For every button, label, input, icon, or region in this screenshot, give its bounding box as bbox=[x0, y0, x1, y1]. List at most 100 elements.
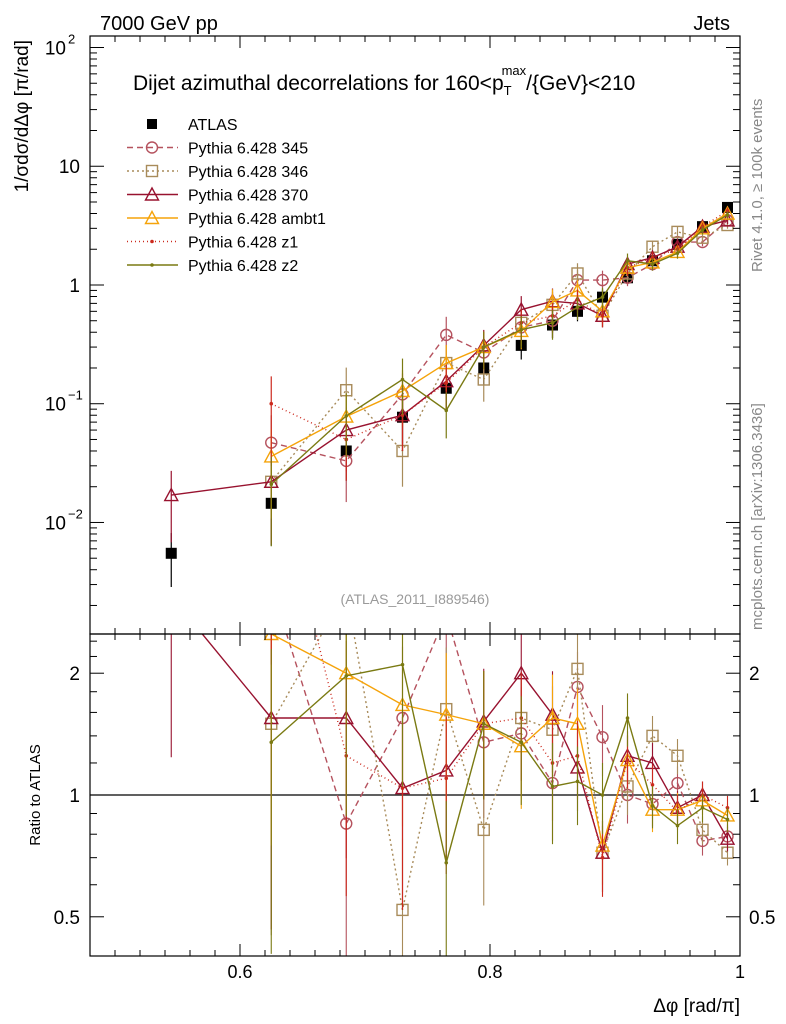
ratio-y-tick-label: 0.5 bbox=[54, 908, 80, 929]
legend: ATLAS Pythia 6.428 345 Pythia 6.428 346 Pyt… bbox=[127, 117, 326, 275]
legend-item: ATLAS bbox=[147, 117, 238, 134]
y-tick-label: 10 bbox=[45, 513, 66, 534]
legend-label: Pythia 6.428 ambt1 bbox=[188, 211, 326, 228]
ratio-y-tick-label-right: 1 bbox=[749, 786, 760, 807]
legend-item: Pythia 6.428 z2 bbox=[127, 258, 298, 275]
ratio-point bbox=[671, 749, 684, 762]
ratio-point bbox=[444, 776, 449, 781]
data-point bbox=[671, 225, 684, 239]
ratio-series-pythia-6-428-ambt1 bbox=[263, 634, 736, 885]
series-pythia-6-428-346 bbox=[265, 218, 734, 544]
series-line bbox=[270, 212, 728, 458]
ratio-point bbox=[625, 758, 630, 762]
x-tick-label: 0.8 bbox=[477, 962, 502, 982]
watermark-label: (ATLAS_2011_I889546) bbox=[341, 591, 490, 607]
ratio-point bbox=[550, 784, 555, 789]
legend-marker bbox=[145, 164, 159, 178]
legend-label: Pythia 6.428 z1 bbox=[188, 235, 298, 252]
legend-item: Pythia 6.428 ambt1 bbox=[127, 210, 326, 228]
ratio-series-pythia-6-428-370 bbox=[165, 590, 736, 930]
ratio-point bbox=[344, 674, 349, 678]
data-point bbox=[675, 251, 680, 256]
series-pythia-6-428-ambt1 bbox=[263, 205, 736, 519]
ratio-line bbox=[315, 634, 728, 858]
y-tick-label: 1 bbox=[69, 276, 80, 297]
ratio-y-tick-label-right: 2 bbox=[749, 664, 760, 685]
ratio-point bbox=[671, 776, 684, 790]
ratio-y-tick-label: 1 bbox=[69, 786, 80, 807]
ratio-series-pythia-6-428-346 bbox=[265, 634, 734, 956]
ratio-plot-area bbox=[90, 580, 740, 956]
ratio-y-tick-label: 2 bbox=[69, 664, 80, 685]
ratio-point bbox=[269, 740, 274, 745]
legend-item: Pythia 6.428 z1 bbox=[127, 235, 298, 252]
ratio-point bbox=[441, 609, 452, 620]
data-point bbox=[600, 314, 605, 318]
data-point bbox=[400, 377, 405, 382]
data-point bbox=[600, 295, 605, 299]
data-point bbox=[519, 327, 524, 332]
title-prefix: Dijet azimuthal decorrelations for 160<p bbox=[133, 72, 504, 95]
ratio-point bbox=[725, 817, 730, 822]
data-point bbox=[725, 213, 730, 217]
ratio-line bbox=[270, 634, 728, 911]
data-point bbox=[477, 373, 490, 386]
ratio-point bbox=[719, 830, 736, 845]
ratio-point bbox=[600, 793, 605, 797]
ratio-point bbox=[400, 662, 405, 667]
legend-marker bbox=[150, 263, 154, 267]
data-point bbox=[725, 209, 730, 213]
ratio-line bbox=[201, 634, 729, 856]
legend-label: Pythia 6.428 370 bbox=[188, 188, 308, 205]
data-point bbox=[444, 381, 449, 385]
header-energy: 7000 GeV pp bbox=[100, 13, 218, 35]
ratio-point bbox=[400, 786, 405, 790]
rivet-label: Rivet 4.1.0, ≥ 100k events bbox=[749, 99, 766, 272]
data-point bbox=[650, 262, 655, 266]
ratio-point bbox=[165, 590, 178, 602]
data-point bbox=[163, 487, 179, 502]
data-point bbox=[571, 267, 584, 280]
legend-item: Pythia 6.428 370 bbox=[127, 186, 308, 205]
ratio-point bbox=[700, 805, 705, 810]
legend-marker bbox=[144, 186, 160, 201]
data-point bbox=[650, 255, 655, 260]
data-point bbox=[575, 305, 580, 310]
data-point bbox=[165, 547, 177, 559]
legend-label: Pythia 6.428 346 bbox=[188, 164, 308, 181]
y-axis-label-main: 1/σdσ/dΔφ [π/rad] bbox=[12, 40, 33, 192]
y-tick-exponent: −1 bbox=[68, 388, 83, 403]
ratio-point bbox=[266, 580, 277, 591]
series-line bbox=[270, 210, 728, 441]
data-point bbox=[550, 321, 555, 325]
series-pythia-6-428-z1 bbox=[269, 207, 730, 481]
data-point bbox=[344, 414, 349, 418]
data-point bbox=[400, 413, 405, 418]
ratio-y-tick-label-right: 0.5 bbox=[749, 908, 775, 929]
legend-label: Pythia 6.428 345 bbox=[188, 141, 308, 158]
ratio-point bbox=[519, 740, 524, 745]
data-point bbox=[269, 482, 274, 487]
main-plot-area bbox=[163, 201, 736, 588]
ratio-series-pythia-6-428-z2 bbox=[269, 634, 730, 956]
ratio-point bbox=[596, 730, 609, 744]
ratio-point bbox=[444, 860, 449, 865]
mcplots-label: mcplots.cern.ch [arXiv:1306.3436] bbox=[749, 403, 766, 630]
legend-marker bbox=[144, 210, 160, 225]
y-tick-exponent: −2 bbox=[68, 506, 83, 521]
y-tick-exponent: 2 bbox=[68, 32, 75, 47]
ratio-point bbox=[575, 779, 580, 784]
data-point bbox=[269, 401, 274, 406]
ratio-point bbox=[696, 823, 709, 837]
data-point bbox=[625, 258, 630, 263]
title-subscript: T bbox=[504, 83, 512, 98]
title-superscript: max bbox=[502, 63, 527, 78]
y-tick-label: 10 bbox=[45, 39, 66, 60]
x-tick-label: 1 bbox=[735, 962, 745, 982]
data-point bbox=[444, 408, 449, 413]
y-tick-label: 10 bbox=[59, 157, 80, 178]
legend-label: Pythia 6.428 z2 bbox=[188, 258, 298, 275]
ratio-point bbox=[477, 823, 490, 837]
